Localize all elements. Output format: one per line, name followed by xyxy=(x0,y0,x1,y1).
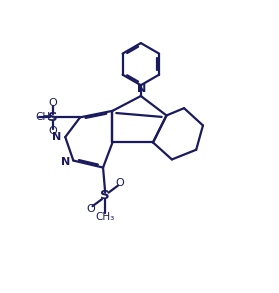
Text: S: S xyxy=(48,111,58,124)
Text: O: O xyxy=(116,178,124,188)
Text: N: N xyxy=(137,84,146,94)
Text: O: O xyxy=(49,126,57,136)
Text: O: O xyxy=(49,98,57,108)
Text: CH₃: CH₃ xyxy=(35,112,54,122)
Text: O: O xyxy=(86,204,95,214)
Text: CH₃: CH₃ xyxy=(96,212,115,222)
Text: N: N xyxy=(52,132,61,142)
Text: S: S xyxy=(31,112,37,122)
Text: N: N xyxy=(61,157,71,167)
Text: S: S xyxy=(100,189,110,202)
